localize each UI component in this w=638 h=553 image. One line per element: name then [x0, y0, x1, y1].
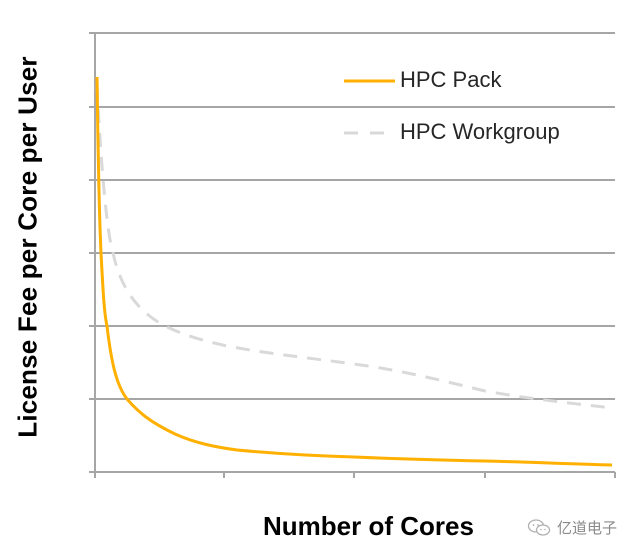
watermark: 亿道电子 — [527, 517, 617, 538]
watermark-text: 亿道电子 — [557, 519, 618, 537]
legend-label-hpc-pack: HPC Pack — [400, 67, 502, 92]
y-axis-label: License Fee per Core per User — [12, 56, 43, 438]
legend-label-hpc-workgroup: HPC Workgroup — [400, 119, 560, 144]
axes — [89, 33, 616, 478]
series-hpc-workgroup-line — [95, 84, 613, 410]
x-axis-label: Number of Cores — [263, 511, 474, 541]
gridlines — [89, 32, 615, 400]
wechat-icon — [527, 518, 551, 536]
series-hpc-pack-line — [95, 76, 613, 467]
